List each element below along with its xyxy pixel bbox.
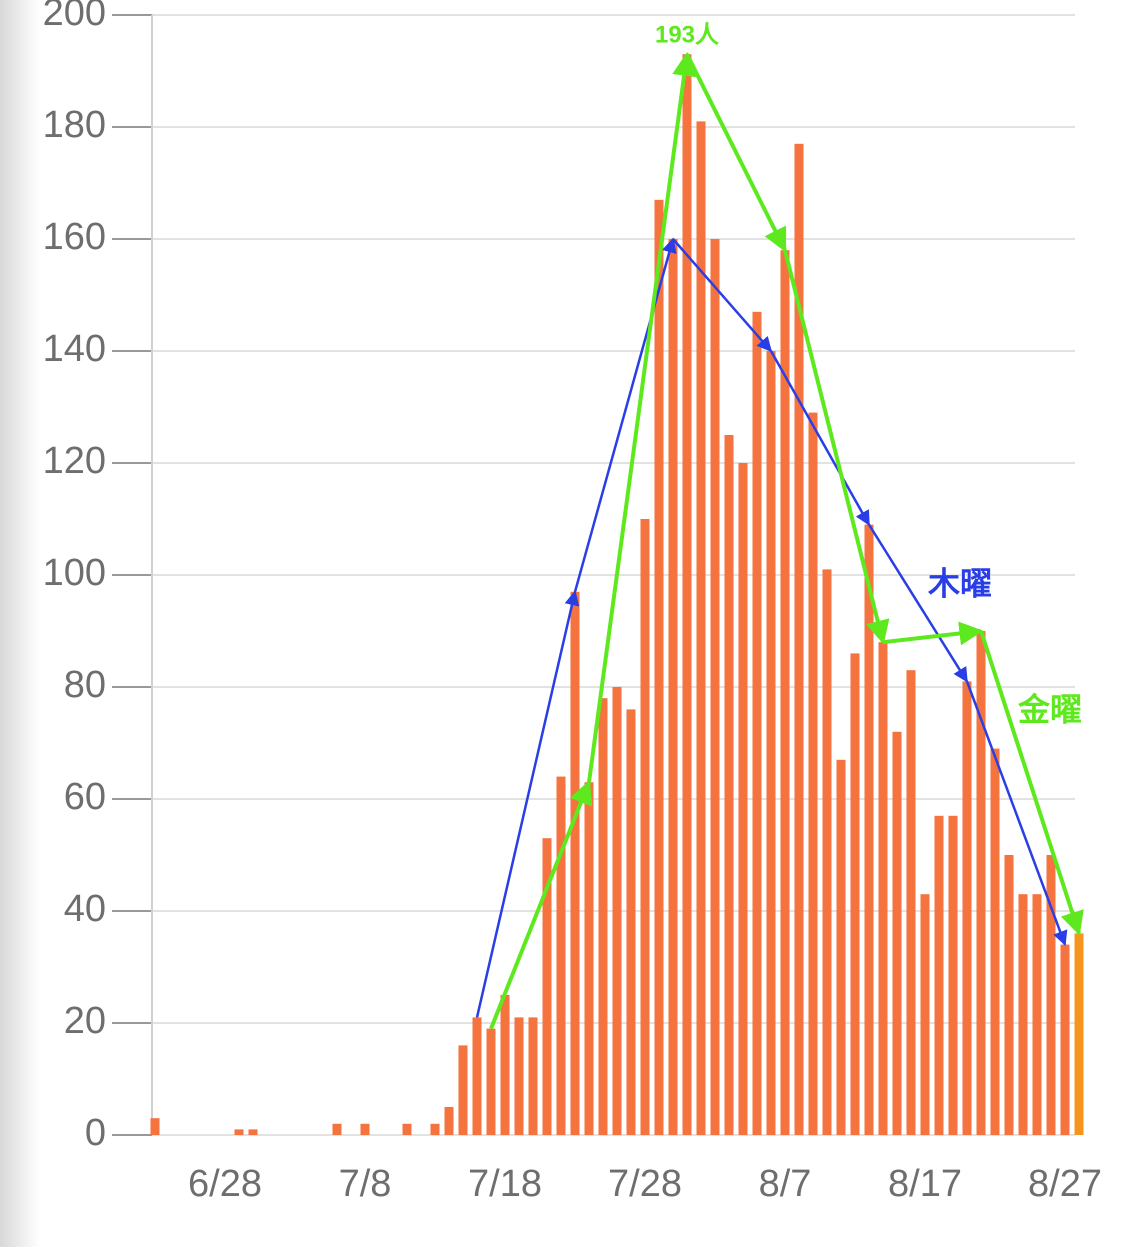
y-tick-label: 40 bbox=[64, 888, 106, 930]
bar bbox=[668, 239, 678, 1135]
y-tick-label: 0 bbox=[85, 1112, 106, 1154]
bar bbox=[402, 1123, 412, 1135]
bar bbox=[654, 199, 664, 1136]
bar bbox=[962, 681, 972, 1135]
bar bbox=[752, 311, 762, 1135]
bar bbox=[1032, 894, 1042, 1135]
annotation-label: 木曜 bbox=[927, 565, 992, 601]
bar bbox=[822, 569, 832, 1135]
bar bbox=[514, 1017, 524, 1135]
bar bbox=[766, 351, 776, 1135]
bar bbox=[248, 1129, 258, 1135]
y-tick-label: 20 bbox=[64, 1000, 106, 1042]
bar bbox=[598, 698, 608, 1135]
trend-arrow bbox=[769, 350, 871, 526]
bar bbox=[696, 121, 706, 1135]
bar bbox=[500, 995, 510, 1135]
y-tick-label: 200 bbox=[43, 0, 106, 34]
bar bbox=[626, 709, 636, 1135]
trend-arrow bbox=[489, 779, 593, 1030]
x-tick-label: 6/28 bbox=[188, 1163, 262, 1205]
y-tick-label: 140 bbox=[43, 328, 106, 370]
y-tick-label: 120 bbox=[43, 440, 106, 482]
bar bbox=[528, 1017, 538, 1135]
y-tick-label: 160 bbox=[43, 216, 106, 258]
y-tick-label: 100 bbox=[43, 552, 106, 594]
bar bbox=[640, 519, 650, 1135]
annotation-label: 金曜 bbox=[1017, 691, 1082, 727]
bar bbox=[878, 642, 888, 1135]
bar bbox=[710, 239, 720, 1135]
bar bbox=[990, 748, 1000, 1135]
bar bbox=[458, 1045, 468, 1135]
bar bbox=[906, 670, 916, 1135]
trend-arrow bbox=[672, 238, 772, 353]
trend-arrow bbox=[965, 680, 1068, 947]
bar bbox=[850, 653, 860, 1135]
bar bbox=[486, 1028, 496, 1135]
bar bbox=[430, 1123, 440, 1135]
bar bbox=[892, 731, 902, 1135]
x-tick-label: 8/7 bbox=[759, 1163, 812, 1205]
bar bbox=[360, 1123, 370, 1135]
bar bbox=[808, 412, 818, 1136]
background-shade bbox=[0, 0, 40, 1247]
bar bbox=[1018, 894, 1028, 1135]
y-tick-label: 80 bbox=[64, 664, 106, 706]
y-tick-label: 180 bbox=[43, 104, 106, 146]
bar bbox=[836, 759, 846, 1135]
bar bbox=[1046, 855, 1056, 1135]
bar bbox=[864, 524, 874, 1135]
trend-arrow bbox=[475, 590, 580, 1018]
bar bbox=[1004, 855, 1014, 1135]
bar bbox=[738, 463, 748, 1135]
bar bbox=[724, 435, 734, 1135]
bar bbox=[612, 687, 622, 1135]
bar bbox=[780, 250, 790, 1135]
y-tick-label: 60 bbox=[64, 776, 106, 818]
bar bbox=[976, 631, 986, 1135]
bar bbox=[444, 1107, 454, 1135]
trend-arrow bbox=[867, 523, 969, 683]
peak-label: 193人 bbox=[655, 21, 719, 48]
bar bbox=[920, 894, 930, 1135]
bar bbox=[472, 1017, 482, 1135]
x-tick-label: 7/8 bbox=[339, 1163, 392, 1205]
bar bbox=[682, 54, 692, 1136]
bar bbox=[570, 591, 580, 1135]
x-tick-label: 7/18 bbox=[468, 1163, 542, 1205]
trend-arrow bbox=[979, 630, 1084, 936]
trend-arrow bbox=[882, 621, 984, 646]
bar bbox=[332, 1123, 342, 1135]
bar bbox=[948, 815, 958, 1135]
trend-arrow bbox=[587, 51, 697, 783]
bar bbox=[934, 815, 944, 1135]
bar bbox=[1060, 944, 1070, 1135]
bar bbox=[794, 143, 804, 1136]
x-tick-label: 8/17 bbox=[888, 1163, 962, 1205]
trend-arrow bbox=[573, 237, 677, 593]
bar bbox=[556, 776, 566, 1135]
trend-arrow bbox=[783, 249, 890, 645]
bar bbox=[542, 838, 552, 1135]
bar bbox=[234, 1129, 244, 1135]
bar bbox=[1074, 933, 1084, 1135]
bar bbox=[150, 1118, 160, 1135]
x-tick-label: 8/27 bbox=[1028, 1163, 1102, 1205]
x-tick-label: 7/28 bbox=[608, 1163, 682, 1205]
bar bbox=[584, 782, 594, 1135]
trend-arrow bbox=[685, 53, 787, 253]
